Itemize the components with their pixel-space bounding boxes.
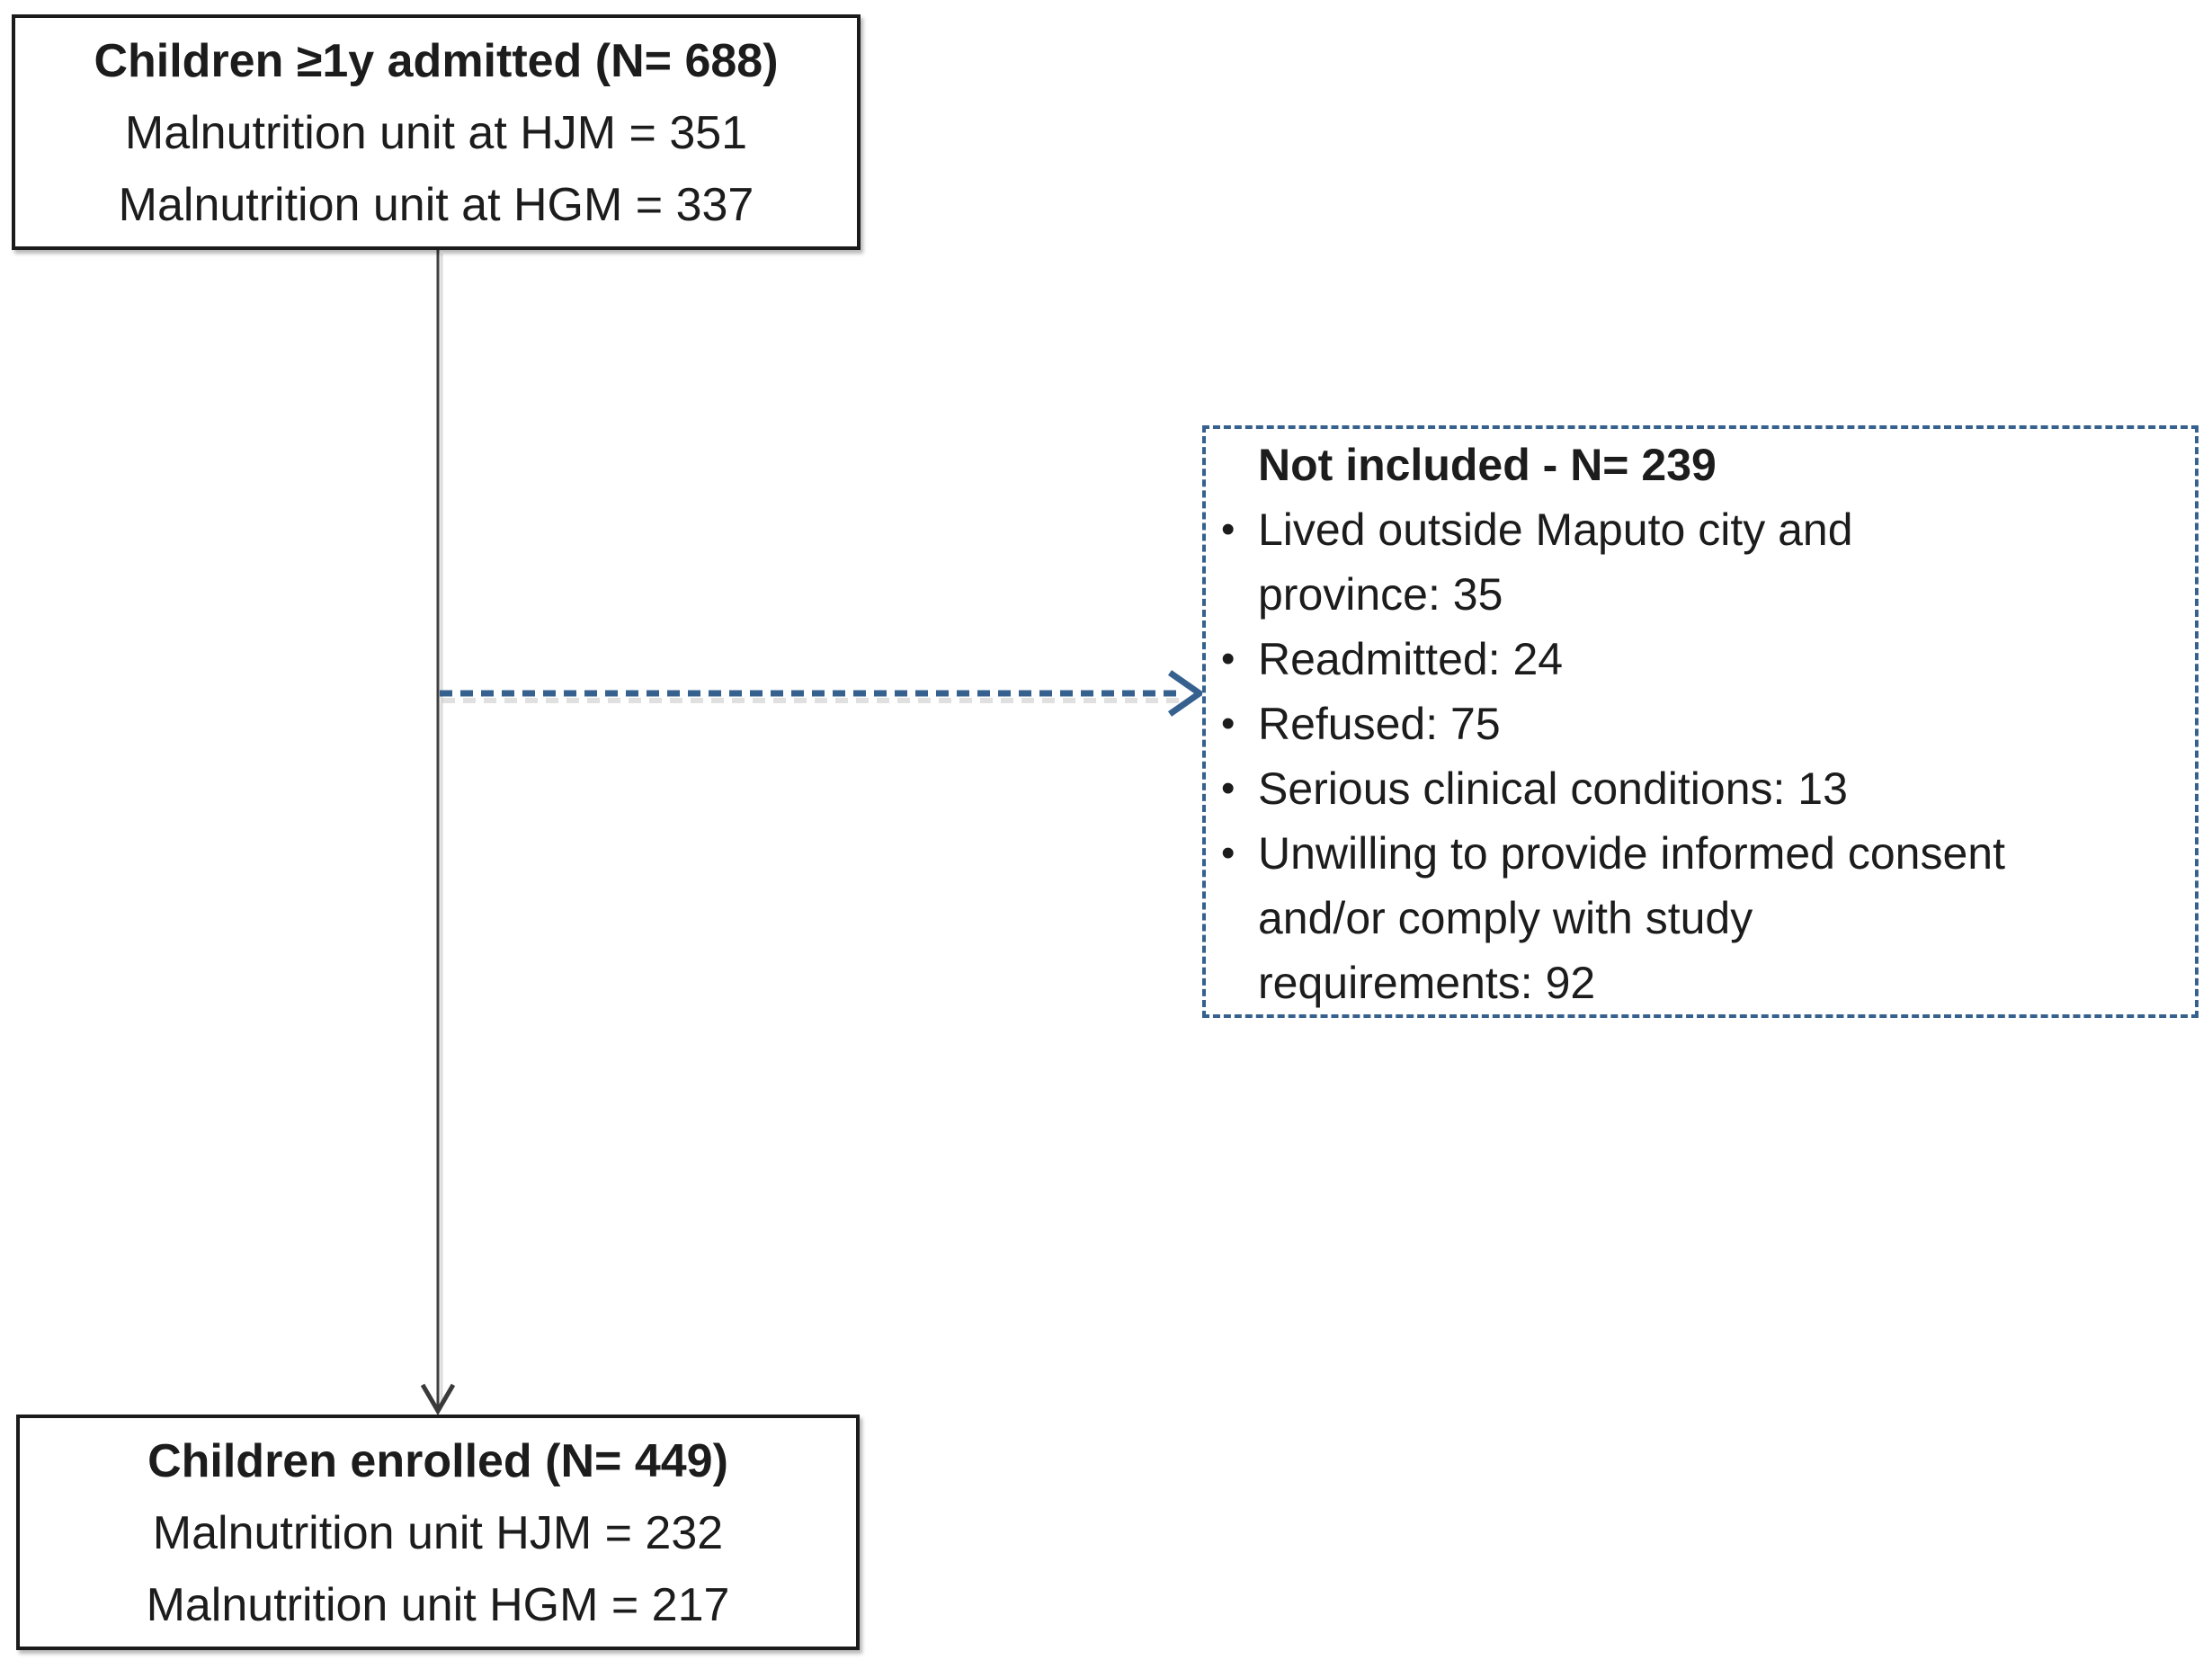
bullet-icon: •: [1221, 766, 1235, 810]
bullet-icon: •: [1221, 831, 1235, 875]
right-arrowhead-icon: [1167, 670, 1206, 717]
exclusion-item-unwilling: • Unwilling to provide informed consent a…: [1221, 821, 2179, 1015]
enrolled-box-line-hjm: Malnutrition unit HJM = 232: [152, 1507, 724, 1559]
not-included-box: Not included - N= 239 • Lived outside Ma…: [1202, 425, 2199, 1018]
exclusion-item-refused: • Refused: 75: [1221, 692, 2179, 756]
exclusion-item-text: Readmitted: 24: [1258, 627, 2179, 692]
admitted-box-title: Children ≥1y admitted (N= 688): [94, 35, 779, 87]
exclusion-line: Serious clinical conditions: 13: [1258, 763, 1848, 814]
exclusion-line: Readmitted: 24: [1258, 634, 1564, 684]
exclusion-line: and/or comply with study: [1258, 893, 1753, 943]
exclusion-item-text: Unwilling to provide informed consent and…: [1258, 821, 2179, 1015]
exclusion-item-text: Serious clinical conditions: 13: [1258, 756, 2179, 821]
bullet-icon: •: [1221, 637, 1235, 681]
admitted-box-line-hjm: Malnutrition unit at HJM = 351: [124, 107, 748, 159]
admitted-box: Children ≥1y admitted (N= 688) Malnutrit…: [12, 14, 861, 250]
exclusion-item-text: Lived outside Maputo city and province: 3…: [1258, 497, 2179, 627]
exclusion-item-outside: • Lived outside Maputo city and province:…: [1221, 497, 2179, 627]
bullet-icon: •: [1221, 507, 1235, 551]
down-arrowhead-icon: [420, 1383, 456, 1415]
admitted-box-line-hgm: Malnutrition unit at HGM = 337: [118, 179, 754, 231]
exclusion-line: Refused: 75: [1258, 699, 1501, 749]
enrolled-box: Children enrolled (N= 449) Malnutrition …: [16, 1415, 860, 1650]
exclusion-line: province: 35: [1258, 569, 1503, 620]
enrolled-box-title: Children enrolled (N= 449): [147, 1435, 728, 1487]
not-included-title: Not included - N= 239: [1258, 440, 1717, 490]
exclusion-line: Lived outside Maputo city and: [1258, 504, 1853, 555]
exclusion-item-serious-conditions: • Serious clinical conditions: 13: [1221, 756, 2179, 821]
exclusion-item-text: Refused: 75: [1258, 692, 2179, 756]
exclusion-line: Unwilling to provide informed consent: [1258, 828, 2005, 879]
exclusion-item-readmitted: • Readmitted: 24: [1221, 627, 2179, 692]
bullet-icon: •: [1221, 701, 1235, 745]
enrolled-box-line-hgm: Malnutrition unit HGM = 217: [146, 1579, 730, 1631]
exclusion-line: requirements: 92: [1258, 958, 1596, 1008]
